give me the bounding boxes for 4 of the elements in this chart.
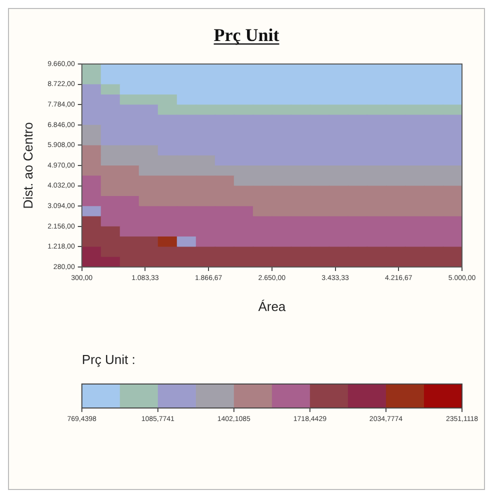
x-axis-title: Área [258, 298, 286, 314]
chart-title: Prç Unit [214, 25, 280, 45]
color-bar-title: Prç Unit : [82, 352, 136, 367]
y-axis-title: Dist. ao Centro [20, 122, 36, 209]
